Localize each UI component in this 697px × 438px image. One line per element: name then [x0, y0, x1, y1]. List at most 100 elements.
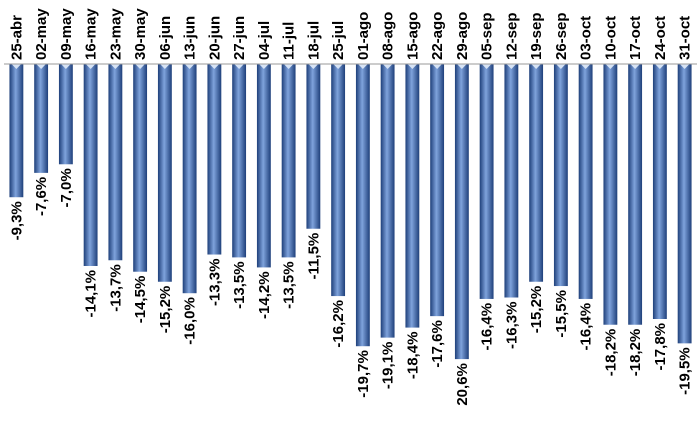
category-label: 22-ago	[429, 12, 446, 60]
category-label: 26-sep	[553, 12, 570, 60]
value-label: -18,4%	[404, 332, 421, 380]
bar-top-marker	[160, 64, 170, 69]
bar-22-ago	[430, 64, 445, 317]
value-label: -13,5%	[231, 261, 248, 309]
value-label: -18,2%	[602, 329, 619, 377]
bar-16-may	[83, 64, 98, 266]
bar-18-jul	[306, 64, 321, 229]
category-label: 09-may	[58, 8, 75, 60]
category-label: 06-jun	[157, 16, 174, 60]
bars-layer	[9, 64, 692, 360]
bar-top-marker	[283, 64, 294, 69]
value-label: -13,3%	[206, 259, 223, 307]
bar-top-marker	[457, 64, 467, 69]
bar-01-ago	[355, 64, 370, 347]
bar-top-marker	[481, 64, 492, 69]
bar-25-jul	[331, 64, 346, 297]
value-label: -14,2%	[256, 271, 273, 319]
category-label: 30-may	[132, 8, 149, 60]
bar-top-marker	[333, 64, 343, 69]
bar-top-marker	[580, 64, 591, 69]
category-label: 12-sep	[503, 12, 520, 60]
bar-top-marker	[135, 64, 145, 69]
category-labels-layer: 25-abr 02-may 09-may 16-may 23-may 30-may 06-j…	[8, 8, 693, 60]
category-label: 27-jun	[231, 16, 248, 60]
bar-19-sep	[529, 64, 544, 282]
bar-12-sep	[504, 64, 519, 298]
value-label: 20,6%	[454, 363, 471, 406]
bar-top-marker	[531, 64, 541, 69]
bar-13-jun	[182, 64, 197, 294]
bar-top-marker	[36, 64, 46, 69]
value-label: -17,8%	[652, 323, 669, 371]
category-label: 24-oct	[652, 16, 669, 60]
bar-31-oct	[677, 64, 692, 344]
bar-top-marker	[382, 64, 393, 69]
value-label: -19,1%	[380, 342, 397, 390]
bar-27-jun	[232, 64, 247, 258]
category-label: 03-oct	[578, 16, 595, 60]
category-label: 15-ago	[404, 12, 421, 60]
category-label: 25-jul	[330, 21, 347, 60]
bar-top-marker	[679, 64, 690, 69]
value-label: -7,0%	[58, 168, 75, 207]
bar-24-oct	[652, 64, 667, 319]
category-label: 08-ago	[380, 12, 397, 60]
category-label: 11-jul	[281, 22, 298, 60]
bar-08-ago	[380, 64, 395, 338]
value-label: -14,5%	[132, 276, 149, 324]
bar-15-ago	[405, 64, 420, 328]
value-label: -13,7%	[107, 264, 124, 312]
bar-top-marker	[308, 64, 319, 69]
bar-top-marker	[61, 64, 71, 69]
category-label: 20-jun	[206, 16, 223, 60]
value-label: -16,2%	[330, 300, 347, 348]
bar-04-jul	[256, 64, 271, 268]
bar-23-may	[108, 64, 123, 261]
value-label: -13,5%	[281, 261, 298, 309]
bar-top-marker	[556, 64, 566, 69]
bar-17-oct	[628, 64, 643, 325]
bar-10-oct	[603, 64, 618, 325]
category-label: 29-ago	[454, 12, 471, 60]
category-label: 17-oct	[627, 16, 644, 60]
value-label: -16,3%	[503, 302, 520, 350]
bar-top-marker	[432, 64, 442, 69]
category-label: 23-may	[107, 8, 124, 60]
value-label: -11,5%	[305, 233, 322, 280]
bar-09-may	[58, 64, 73, 165]
value-label: -7,6%	[33, 177, 50, 216]
value-label: -17,6%	[429, 320, 446, 368]
category-label: 13-jun	[182, 16, 199, 60]
bar-top-marker	[407, 64, 418, 69]
bar-top-marker	[605, 64, 616, 69]
category-label: 04-jul	[256, 21, 273, 60]
value-label: -15,5%	[553, 290, 570, 338]
bar-top-marker	[259, 64, 269, 69]
value-label: -19,5%	[677, 347, 694, 395]
bar-top-marker	[184, 64, 195, 69]
category-label: 01-ago	[355, 12, 372, 60]
category-label: 10-oct	[602, 16, 619, 60]
value-label: -14,1%	[83, 270, 100, 318]
category-label: 18-jul	[305, 21, 322, 60]
value-label: -18,2%	[627, 329, 644, 377]
bar-top-marker	[110, 64, 121, 69]
bar-29-ago	[454, 64, 469, 360]
value-label: -16,0%	[182, 297, 199, 345]
category-label: 16-may	[83, 8, 100, 60]
category-label: 19-sep	[528, 12, 545, 60]
value-label: -19,7%	[355, 350, 372, 398]
value-label: -16,4%	[578, 303, 595, 351]
value-labels-layer: -9,3%-7,6% -7,0%-14,1% -13,7% -14,5% -15,2% -…	[8, 168, 693, 405]
bar-03-oct	[578, 64, 593, 299]
category-label: 02-may	[33, 8, 50, 60]
bar-top-marker	[630, 64, 640, 69]
category-label: 31-oct	[677, 16, 694, 60]
category-label: 25-abr	[8, 15, 25, 60]
bar-top-marker	[11, 64, 22, 69]
bar-20-jun	[207, 64, 222, 255]
bar-02-may	[34, 64, 49, 173]
value-label: -16,4%	[479, 303, 496, 351]
